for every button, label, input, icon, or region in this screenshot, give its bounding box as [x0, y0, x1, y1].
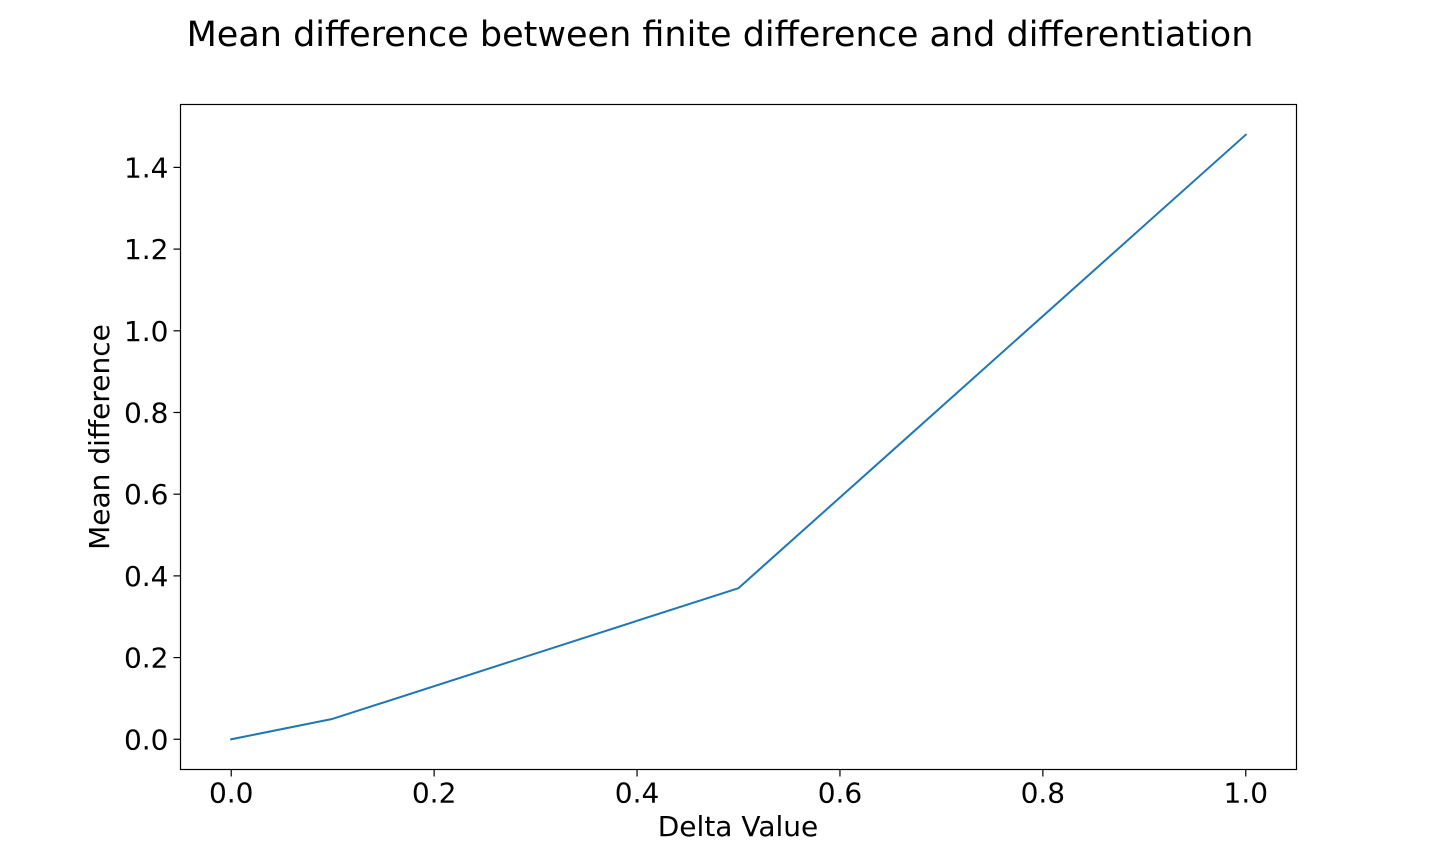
x-tick-label: 0.4 [615, 777, 660, 810]
x-tick-label: 1.0 [1224, 777, 1269, 810]
y-tick-label: 1.4 [124, 151, 169, 184]
x-axis: 0.0 0.2 0.4 0.6 0.8 1.0 [209, 769, 1269, 810]
x-axis-label: Delta Value [658, 810, 819, 843]
y-tick-label: 0.8 [124, 396, 169, 429]
x-tick-label: 0.8 [1021, 777, 1066, 810]
plot-frame [179, 103, 1298, 771]
y-axis: 0.0 0.2 0.4 0.6 0.8 1.0 1.2 1.4 [124, 151, 181, 756]
y-axis-label: Mean difference [83, 324, 116, 550]
y-tick-label: 1.2 [124, 233, 169, 266]
x-tick-label: 0.2 [412, 777, 457, 810]
y-tick-label: 1.0 [124, 315, 169, 348]
y-tick-label: 0.2 [124, 642, 169, 675]
y-tick-label: 0.6 [124, 478, 169, 511]
series-line [230, 133, 1248, 741]
y-tick-label: 0.0 [124, 723, 169, 756]
plot-area [180, 104, 1297, 770]
y-tick-label: 0.4 [124, 560, 169, 593]
x-tick-label: 0.6 [818, 777, 863, 810]
series-layer [230, 133, 1248, 741]
x-tick-label: 0.0 [209, 777, 254, 810]
chart-title: Mean difference between finite differenc… [187, 15, 1254, 55]
